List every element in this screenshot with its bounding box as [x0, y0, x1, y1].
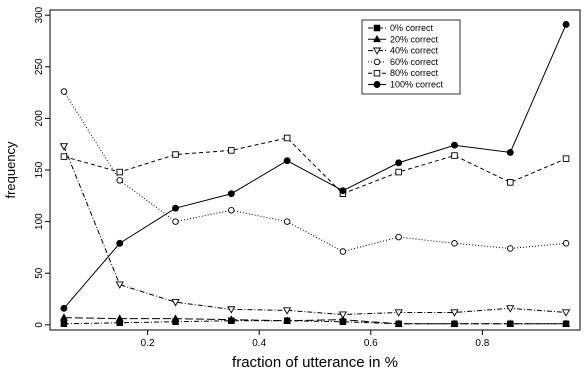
data-point	[172, 151, 179, 158]
y-axis: 0 50 100 150 200 250 300	[34, 6, 50, 328]
legend-marker	[373, 34, 381, 43]
data-point	[451, 240, 458, 247]
data-point	[283, 134, 291, 142]
x-tick-label: 0.8	[475, 338, 489, 349]
series-line	[63, 320, 567, 325]
y-tick-label: 300	[34, 6, 45, 23]
data-point	[450, 319, 459, 327]
y-tick-label: 0	[34, 322, 45, 328]
legend-marker	[373, 69, 381, 77]
x-axis-title: fraction of utterance in %	[232, 354, 398, 371]
data-point	[227, 190, 235, 198]
legend-marker	[373, 81, 381, 88]
plot-frame	[49, 9, 581, 331]
data-point	[506, 149, 514, 156]
data-point	[450, 309, 459, 317]
legend-label: 80% correct	[390, 68, 439, 78]
legend-label: 20% correct	[390, 34, 439, 44]
data-point	[339, 248, 347, 255]
series-line	[63, 24, 567, 309]
data-point	[562, 319, 571, 327]
legend-label: 0% correct	[390, 23, 434, 33]
legend-label: 100% correct	[390, 80, 444, 90]
legend-label: 60% correct	[390, 57, 439, 67]
series-line	[63, 137, 567, 195]
legend-entry: 100% correct	[368, 80, 444, 90]
data-point	[60, 88, 68, 95]
legend-entry: 40% correct	[368, 46, 439, 56]
data-point	[228, 147, 235, 154]
y-tick-label: 200	[34, 110, 45, 127]
series-100-correct	[60, 21, 570, 312]
data-point	[395, 159, 403, 167]
data-point	[227, 306, 236, 314]
x-tick-label: 0.4	[252, 338, 266, 349]
data-point	[115, 314, 124, 322]
data-point	[172, 218, 179, 225]
data-point	[451, 152, 458, 159]
data-point	[394, 309, 403, 317]
legend-entry: 0% correct	[368, 23, 434, 33]
legend-entry: 20% correct	[368, 34, 439, 44]
series-20-correct	[59, 313, 571, 327]
data-point	[562, 240, 570, 247]
data-point	[506, 319, 515, 327]
series-60-correct	[60, 88, 570, 255]
data-point	[507, 245, 514, 252]
data-point	[60, 320, 68, 328]
x-axis: 0.2 0.4 0.6 0.8	[141, 330, 490, 349]
data-point	[171, 299, 180, 307]
series-line	[63, 91, 567, 253]
data-point	[395, 233, 402, 241]
data-point	[115, 281, 124, 289]
x-tick-label: 0.6	[364, 338, 378, 349]
legend-label: 40% correct	[390, 46, 439, 56]
data-point	[506, 305, 515, 313]
data-point	[227, 315, 236, 323]
data-point	[172, 204, 179, 212]
series-80-correct	[60, 134, 570, 197]
data-point	[338, 315, 347, 323]
data-point	[339, 187, 347, 195]
series-layer	[59, 21, 571, 328]
data-point	[282, 307, 292, 315]
data-point	[451, 141, 458, 149]
data-point	[116, 168, 123, 176]
data-point	[171, 314, 180, 322]
data-point	[60, 304, 68, 312]
data-point	[395, 168, 402, 176]
data-point	[59, 313, 68, 321]
y-tick-label: 250	[34, 58, 45, 75]
y-tick-label: 100	[34, 213, 45, 230]
data-point	[60, 153, 68, 160]
data-point	[116, 239, 124, 247]
legend-marker	[373, 24, 381, 32]
data-point	[116, 177, 123, 184]
y-tick-label: 50	[34, 267, 45, 279]
data-point	[59, 143, 69, 151]
data-point	[562, 21, 570, 28]
data-point	[283, 157, 291, 165]
legend-marker	[373, 58, 381, 66]
data-point	[561, 309, 571, 317]
data-point	[507, 179, 514, 186]
series-0-correct	[60, 317, 570, 328]
legend-entry: 80% correct	[368, 68, 439, 78]
x-tick-label: 0.2	[141, 338, 155, 349]
data-point	[283, 316, 292, 324]
legend-entry: 60% correct	[368, 57, 439, 67]
data-point	[562, 155, 570, 162]
data-point	[283, 218, 291, 225]
y-axis-title: frequency	[3, 141, 18, 199]
series-line	[63, 146, 567, 316]
y-tick-label: 150	[34, 161, 45, 178]
legend-marker	[372, 47, 382, 55]
data-point	[338, 311, 348, 319]
series-40-correct	[59, 143, 571, 319]
data-point	[228, 207, 235, 214]
series-line	[63, 317, 567, 325]
data-point	[394, 319, 403, 327]
